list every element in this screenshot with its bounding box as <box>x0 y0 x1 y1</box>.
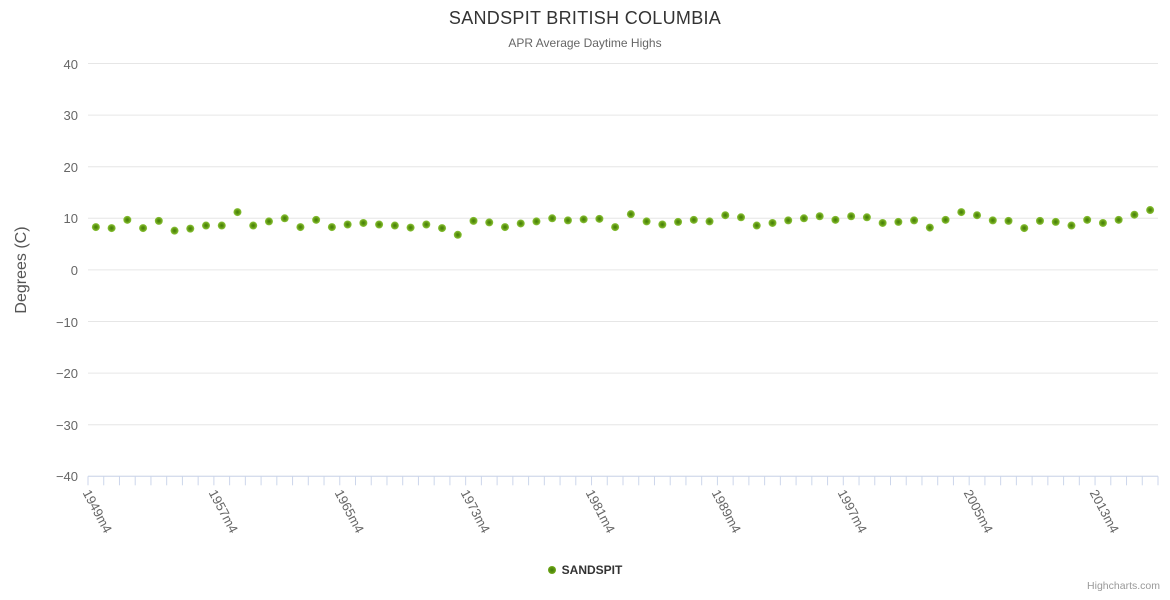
y-axis-label: −20 <box>55 366 78 382</box>
data-point[interactable] <box>1083 215 1092 224</box>
y-axis-label: −10 <box>55 314 78 330</box>
data-point[interactable] <box>705 217 714 226</box>
data-point[interactable] <box>988 216 997 225</box>
data-point[interactable] <box>359 218 368 227</box>
data-point[interactable] <box>469 216 478 225</box>
data-point[interactable] <box>689 215 698 224</box>
data-point[interactable] <box>941 215 950 224</box>
data-point[interactable] <box>343 220 352 229</box>
data-point[interactable] <box>831 215 840 224</box>
y-axis-label: −40 <box>55 469 78 485</box>
data-point[interactable] <box>957 208 966 217</box>
data-point[interactable] <box>233 208 242 217</box>
series-marker-icon <box>547 566 556 574</box>
data-point[interactable] <box>485 218 494 227</box>
data-point[interactable] <box>626 210 635 219</box>
data-point[interactable] <box>217 221 226 230</box>
data-point[interactable] <box>91 223 100 232</box>
data-point[interactable] <box>516 219 525 228</box>
data-point[interactable] <box>563 216 572 225</box>
data-point[interactable] <box>674 217 683 226</box>
credits-link[interactable]: Highcharts.com <box>1087 580 1160 592</box>
data-point[interactable] <box>910 216 919 225</box>
data-point[interactable] <box>296 223 305 232</box>
data-point[interactable] <box>862 213 871 222</box>
y-axis-label: −30 <box>55 417 78 433</box>
data-point[interactable] <box>1146 206 1155 215</box>
data-point[interactable] <box>123 215 132 224</box>
y-axis-label: 30 <box>63 108 78 124</box>
data-point[interactable] <box>579 215 588 224</box>
data-point[interactable] <box>1004 216 1013 225</box>
data-point[interactable] <box>249 221 258 230</box>
data-point[interactable] <box>1035 216 1044 225</box>
data-point[interactable] <box>139 224 148 233</box>
data-point[interactable] <box>438 224 447 233</box>
legend-series-label: SANDSPIT <box>561 563 623 577</box>
data-point[interactable] <box>878 218 887 227</box>
data-point[interactable] <box>815 212 824 221</box>
data-point[interactable] <box>1020 224 1029 233</box>
data-point[interactable] <box>973 211 982 220</box>
data-point[interactable] <box>768 218 777 227</box>
data-point[interactable] <box>894 217 903 226</box>
legend[interactable]: SANDSPIT <box>0 563 1170 577</box>
chart-subtitle: APR Average Daytime Highs <box>508 36 662 50</box>
data-point[interactable] <box>422 220 431 229</box>
data-point[interactable] <box>375 220 384 229</box>
data-point[interactable] <box>752 221 761 230</box>
data-point[interactable] <box>642 217 651 226</box>
data-point[interactable] <box>280 214 289 223</box>
data-point[interactable] <box>1051 217 1060 226</box>
y-axis-label: 10 <box>63 211 78 227</box>
data-point[interactable] <box>658 220 667 229</box>
data-point[interactable] <box>611 223 620 232</box>
data-point[interactable] <box>154 216 163 225</box>
data-point[interactable] <box>737 213 746 222</box>
data-point[interactable] <box>186 224 195 233</box>
data-point[interactable] <box>202 221 211 230</box>
data-point[interactable] <box>1067 221 1076 230</box>
data-point[interactable] <box>312 215 321 224</box>
data-point[interactable] <box>500 223 509 232</box>
data-point[interactable] <box>406 223 415 232</box>
data-point[interactable] <box>595 214 604 223</box>
data-point[interactable] <box>548 214 557 223</box>
data-point[interactable] <box>107 224 116 233</box>
data-point[interactable] <box>532 217 541 226</box>
data-point[interactable] <box>925 223 934 232</box>
data-point[interactable] <box>784 216 793 225</box>
data-point[interactable] <box>799 214 808 223</box>
data-point[interactable] <box>1098 218 1107 227</box>
data-point[interactable] <box>170 226 179 235</box>
data-point[interactable] <box>721 211 730 220</box>
data-point[interactable] <box>847 212 856 221</box>
data-point[interactable] <box>453 230 462 239</box>
data-point[interactable] <box>390 221 399 230</box>
data-point[interactable] <box>327 223 336 232</box>
y-axis-label: 20 <box>63 159 78 175</box>
chart-title: SANDSPIT BRITISH COLUMBIA <box>448 8 722 28</box>
y-axis-label: 40 <box>63 56 78 72</box>
data-point[interactable] <box>264 217 273 226</box>
data-point[interactable] <box>1114 215 1123 224</box>
y-axis-label: 0 <box>70 262 78 278</box>
data-point[interactable] <box>1130 210 1139 219</box>
